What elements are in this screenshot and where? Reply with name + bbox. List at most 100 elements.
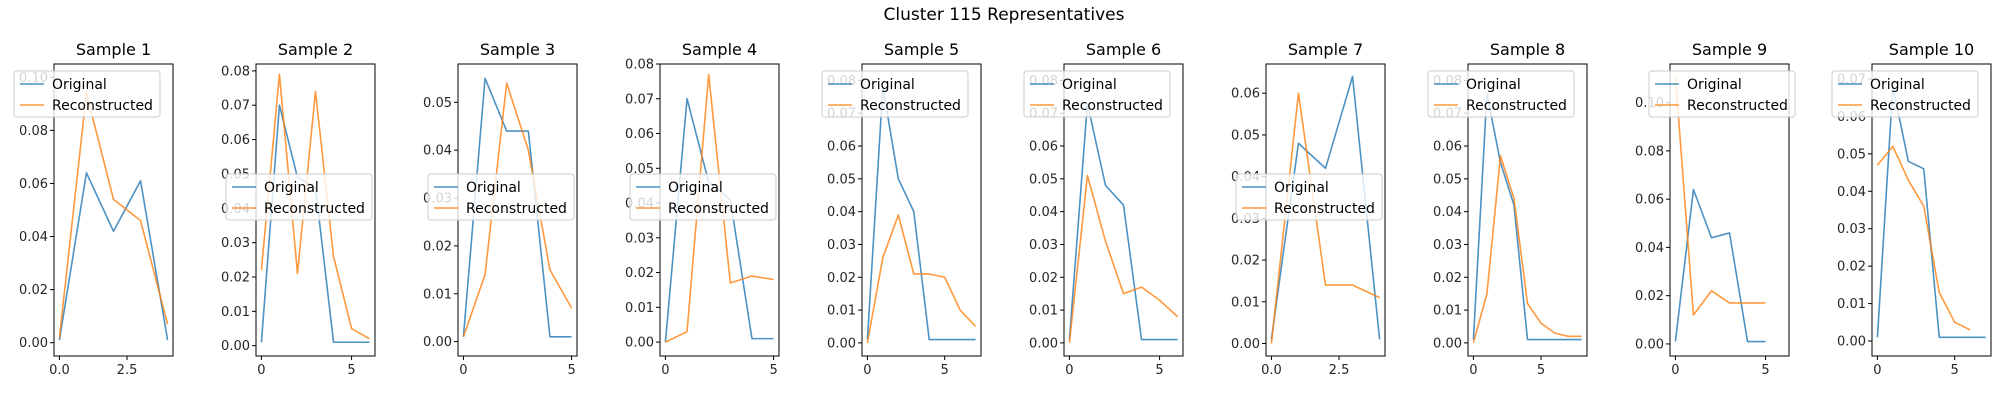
subplot-3: Sample 30.000.010.020.030.040.0505Origin… bbox=[423, 40, 578, 378]
y-tick-label: 0.01 bbox=[625, 301, 654, 316]
x-tick-label: 5 bbox=[769, 363, 777, 378]
x-tick-label: 0 bbox=[1671, 363, 1679, 378]
legend-box bbox=[1427, 70, 1575, 118]
series-line-reconstructed bbox=[1876, 145, 1971, 331]
axes-frame bbox=[1063, 63, 1184, 357]
legend-box bbox=[1648, 70, 1796, 118]
legend: Original Reconstructed bbox=[427, 173, 575, 221]
x-tick-label: 5 bbox=[1761, 363, 1769, 378]
subplot-title: Sample 2 bbox=[278, 40, 353, 59]
axes-frame bbox=[53, 63, 174, 357]
y-tick-label: 0.08 bbox=[1635, 144, 1664, 159]
x-tick-label: 0.0 bbox=[49, 363, 70, 378]
y-tick-label: 0.04 bbox=[1029, 205, 1058, 220]
series-line-reconstructed bbox=[1472, 155, 1582, 344]
subplot-7: Sample 70.000.010.020.030.040.050.060.02… bbox=[1231, 40, 1386, 378]
y-tick-label: 0.00 bbox=[827, 336, 856, 351]
axes-frame bbox=[861, 63, 982, 357]
y-tick-label: 0.01 bbox=[1837, 297, 1866, 312]
x-tick-label: 5 bbox=[1537, 363, 1545, 378]
y-tick-label: 0.06 bbox=[1231, 87, 1260, 102]
y-tick-label: 0.05 bbox=[1433, 172, 1462, 187]
x-tick-label: 2.5 bbox=[117, 363, 138, 378]
subplot-title: Sample 1 bbox=[76, 40, 151, 59]
subplot-title: Sample 7 bbox=[1288, 40, 1363, 59]
y-tick-label: 0.04 bbox=[19, 230, 48, 245]
y-tick-label: 0.02 bbox=[1837, 260, 1866, 275]
legend-label-original: Original bbox=[466, 180, 521, 196]
y-tick-label: 0.03 bbox=[827, 238, 856, 253]
subplot-8: Sample 80.000.010.020.030.040.050.060.07… bbox=[1427, 40, 1588, 378]
x-tick-label: 0 bbox=[1065, 363, 1073, 378]
legend-box bbox=[427, 173, 575, 221]
y-tick-label: 0.02 bbox=[19, 283, 48, 298]
y-tick-label: 0.06 bbox=[827, 140, 856, 155]
subplot-title: Sample 8 bbox=[1490, 40, 1565, 59]
y-tick-label: 0.03 bbox=[221, 236, 250, 251]
subplot-title: Sample 9 bbox=[1692, 40, 1767, 59]
y-tick-label: 0.00 bbox=[1837, 335, 1866, 350]
y-tick-label: 0.02 bbox=[1231, 254, 1260, 269]
legend-box bbox=[629, 173, 777, 221]
legend-box bbox=[1023, 70, 1171, 118]
x-tick-label: 5 bbox=[1155, 363, 1163, 378]
legend-label-reconstructed: Reconstructed bbox=[1274, 201, 1375, 217]
y-tick-label: 0.06 bbox=[625, 127, 654, 142]
y-tick-label: 0.06 bbox=[1029, 140, 1058, 155]
y-tick-label: 0.02 bbox=[1029, 271, 1058, 286]
y-tick-label: 0.00 bbox=[1231, 337, 1260, 352]
x-tick-label: 0 bbox=[257, 363, 265, 378]
axes-frame bbox=[1871, 63, 1992, 357]
legend: Original Reconstructed bbox=[821, 70, 969, 118]
legend-label-original: Original bbox=[1687, 77, 1742, 93]
y-tick-label: 0.06 bbox=[1433, 140, 1462, 155]
legend-box bbox=[1831, 70, 1979, 118]
y-tick-label: 0.01 bbox=[1029, 304, 1058, 319]
legend: Original Reconstructed bbox=[1023, 70, 1171, 118]
y-tick-label: 0.03 bbox=[1029, 238, 1058, 253]
figure-title: Cluster 115 Representatives bbox=[884, 5, 1125, 25]
subplot-5: Sample 50.000.010.020.030.040.050.060.07… bbox=[821, 40, 982, 378]
legend-label-reconstructed: Reconstructed bbox=[668, 201, 769, 217]
y-tick-label: 0.08 bbox=[625, 58, 654, 73]
y-tick-label: 0.06 bbox=[19, 177, 48, 192]
y-tick-label: 0.00 bbox=[221, 339, 250, 354]
x-tick-label: 5 bbox=[1951, 363, 1959, 378]
y-tick-label: 0.00 bbox=[423, 335, 452, 350]
y-tick-label: 0.00 bbox=[1635, 337, 1664, 352]
y-tick-label: 0.02 bbox=[221, 270, 250, 285]
subplot-title: Sample 4 bbox=[682, 40, 757, 59]
legend-label-original: Original bbox=[264, 180, 319, 196]
subplot-title: Sample 3 bbox=[480, 40, 555, 59]
legend-label-original: Original bbox=[1274, 180, 1329, 196]
legend-label-reconstructed: Reconstructed bbox=[860, 98, 961, 114]
y-tick-label: 0.00 bbox=[19, 336, 48, 351]
y-tick-label: 0.05 bbox=[1231, 128, 1260, 143]
x-tick-label: 0.0 bbox=[1261, 363, 1282, 378]
y-tick-label: 0.05 bbox=[827, 172, 856, 187]
subplot-6: Sample 60.000.010.020.030.040.050.060.07… bbox=[1023, 40, 1184, 378]
legend: Original Reconstructed bbox=[1648, 70, 1796, 118]
y-tick-label: 0.00 bbox=[1433, 336, 1462, 351]
series-line-original bbox=[462, 77, 572, 338]
subplot-2: Sample 20.000.010.020.030.040.050.060.07… bbox=[221, 40, 376, 378]
x-tick-label: 5 bbox=[347, 363, 355, 378]
y-tick-label: 0.03 bbox=[625, 231, 654, 246]
legend-label-reconstructed: Reconstructed bbox=[52, 98, 153, 114]
legend-label-original: Original bbox=[1062, 77, 1117, 93]
subplot-title: Sample 6 bbox=[1086, 40, 1161, 59]
y-tick-label: 0.05 bbox=[1029, 172, 1058, 187]
y-tick-label: 0.01 bbox=[1433, 304, 1462, 319]
y-tick-label: 0.00 bbox=[1029, 336, 1058, 351]
y-tick-label: 0.06 bbox=[221, 133, 250, 148]
series-line-reconstructed bbox=[866, 214, 977, 344]
legend-label-reconstructed: Reconstructed bbox=[1870, 98, 1971, 114]
y-tick-label: 0.05 bbox=[423, 96, 452, 111]
x-tick-label: 5 bbox=[941, 363, 949, 378]
legend-label-original: Original bbox=[1870, 77, 1925, 93]
x-tick-label: 0 bbox=[1873, 363, 1881, 378]
subplot-10: Sample 100.000.010.020.030.040.050.060.0… bbox=[1831, 40, 1992, 378]
legend-label-reconstructed: Reconstructed bbox=[1687, 98, 1788, 114]
y-tick-label: 0.05 bbox=[625, 162, 654, 177]
